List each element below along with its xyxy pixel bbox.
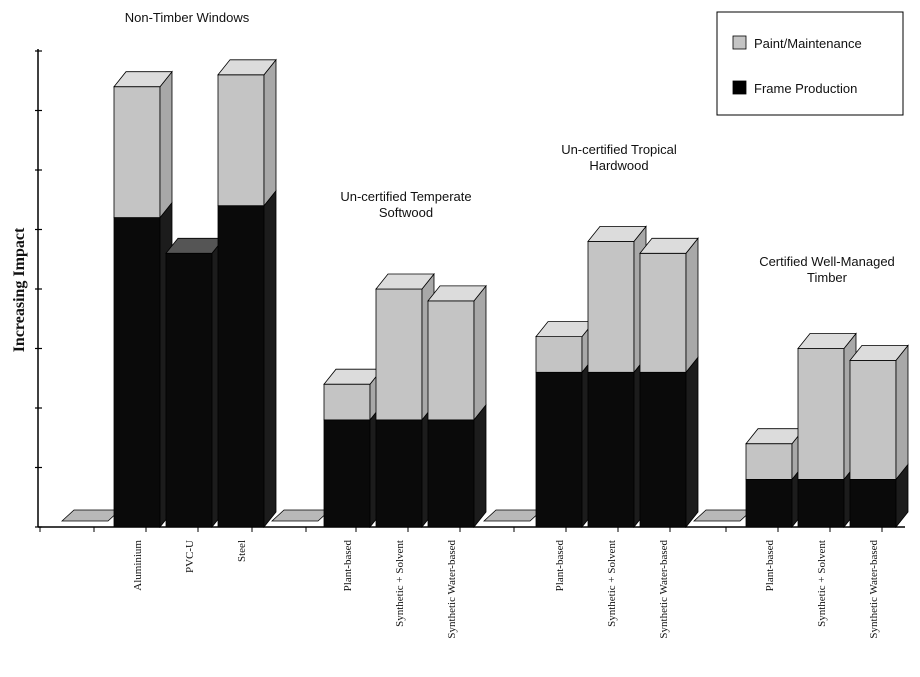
bar-frame-9 <box>535 356 595 529</box>
bar-paint-15-top <box>849 344 909 361</box>
group-label-3: Certified Well-Managed Timber <box>759 254 895 285</box>
legend-swatch-frame <box>732 80 747 95</box>
bar-frame-7 <box>427 403 487 529</box>
group-label-0: Non-Timber Windows <box>125 10 250 25</box>
bar-paint-14-front <box>797 348 845 480</box>
bar-paint-6-top <box>375 273 435 290</box>
bar-frame-14-front <box>797 478 845 528</box>
bar-paint-10-front <box>587 240 635 373</box>
bar-frame-15 <box>849 463 909 529</box>
bar-paint-10 <box>587 225 647 374</box>
bar-paint-3 <box>217 58 277 207</box>
bar-paint-13 <box>745 427 805 481</box>
bar-frame-7-front <box>427 419 475 528</box>
empty-slab-0 <box>60 509 122 522</box>
bar-paint-11-side <box>685 237 699 374</box>
bar-frame-6-front <box>375 419 423 528</box>
bar-paint-3-front <box>217 74 265 207</box>
x-tick-label-2: PVC-U <box>184 540 196 573</box>
bar-paint-11 <box>639 237 699 374</box>
bar-paint-1-top <box>113 71 173 88</box>
bar-frame-13-front <box>745 478 793 528</box>
bar-frame-7-side <box>473 403 487 529</box>
empty-slab-4 <box>270 509 332 522</box>
bar-frame-15-front <box>849 478 897 528</box>
legend: Paint/Maintenance Frame Production <box>716 11 904 116</box>
bar-paint-7-front <box>427 300 475 421</box>
bar-frame-3-front <box>217 205 265 528</box>
y-axis-label: Increasing Impact <box>11 227 28 352</box>
bar-paint-9 <box>535 320 595 374</box>
empty-slab-8 <box>482 509 544 522</box>
bar-paint-13-front <box>745 443 793 480</box>
bar-frame-2-front <box>165 252 213 528</box>
bar-paint-11-front <box>639 252 687 373</box>
bar-paint-7-top <box>427 285 487 302</box>
legend-box <box>716 11 904 116</box>
bar-paint-9-front <box>535 336 583 373</box>
x-tick-label-7: Synthetic Water-based <box>446 540 458 639</box>
bar-paint-15-front <box>849 359 897 480</box>
bar-frame-11 <box>639 356 699 529</box>
x-tick-label-11: Synthetic Water-based <box>658 540 670 639</box>
bar-paint-7-side <box>473 284 487 422</box>
bar-paint-14 <box>797 332 857 481</box>
x-tick-label-1: Aluminium <box>132 540 144 591</box>
bars <box>60 58 909 529</box>
bar-frame-11-front <box>639 371 687 528</box>
x-tick-label-10: Synthetic + Solvent <box>606 540 618 627</box>
bar-frame-2 <box>165 237 225 529</box>
x-tick-label-13: Plant-based <box>764 540 776 592</box>
legend-swatch-paint <box>732 35 747 50</box>
bar-frame-5 <box>323 403 383 529</box>
x-tick-label-6: Synthetic + Solvent <box>394 540 406 627</box>
bar-paint-1 <box>113 70 173 219</box>
bar-paint-5 <box>323 368 383 422</box>
bar-frame-10-front <box>587 371 635 528</box>
group-label-1: Un-certified Temperate Softwood <box>340 189 471 220</box>
legend-label-frame: Frame Production <box>754 81 857 96</box>
bar-paint-1-side <box>159 70 173 219</box>
bar-frame-1-front <box>113 217 161 528</box>
bar-frame-3-side <box>263 189 277 529</box>
bar-frame-3 <box>217 189 277 529</box>
x-tick-label-15: Synthetic Water-based <box>868 540 880 639</box>
bar-paint-11-top <box>639 237 699 254</box>
legend-label-paint: Paint/Maintenance <box>754 36 862 51</box>
bar-paint-6-front <box>375 288 423 421</box>
bar-frame-1 <box>113 201 173 529</box>
bar-paint-7 <box>427 284 487 422</box>
x-tick-label-5: Plant-based <box>342 540 354 592</box>
bar-frame-5-front <box>323 419 371 528</box>
bar-paint-1-front <box>113 86 161 218</box>
bar-frame-6 <box>375 403 435 529</box>
x-tick-labels: Aluminium PVC-U Steel Plant-based Synthetic … <box>132 540 880 639</box>
bar-paint-3-top <box>217 59 277 76</box>
bar-paint-14-top <box>797 333 857 349</box>
bar-paint-3-side <box>263 58 277 207</box>
bar-frame-11-side <box>685 356 699 529</box>
bar-paint-15-side <box>895 344 909 481</box>
group-label-2: Un-certified Tropical Hardwood <box>561 142 677 173</box>
bar-frame-10 <box>587 356 647 529</box>
x-tick-label-3: Steel <box>236 540 248 562</box>
x-tick-label-14: Synthetic + Solvent <box>816 540 828 627</box>
bar-paint-6 <box>375 272 435 422</box>
bar-paint-10-top <box>587 225 647 242</box>
empty-slab-12 <box>692 509 754 522</box>
bar-frame-9-front <box>535 371 583 528</box>
bar-paint-5-front <box>323 383 371 421</box>
bar-paint-15 <box>849 344 909 481</box>
x-tick-label-9: Plant-based <box>554 540 566 592</box>
group-labels: Non-Timber Windows Un-certified Temperate… <box>125 10 895 285</box>
